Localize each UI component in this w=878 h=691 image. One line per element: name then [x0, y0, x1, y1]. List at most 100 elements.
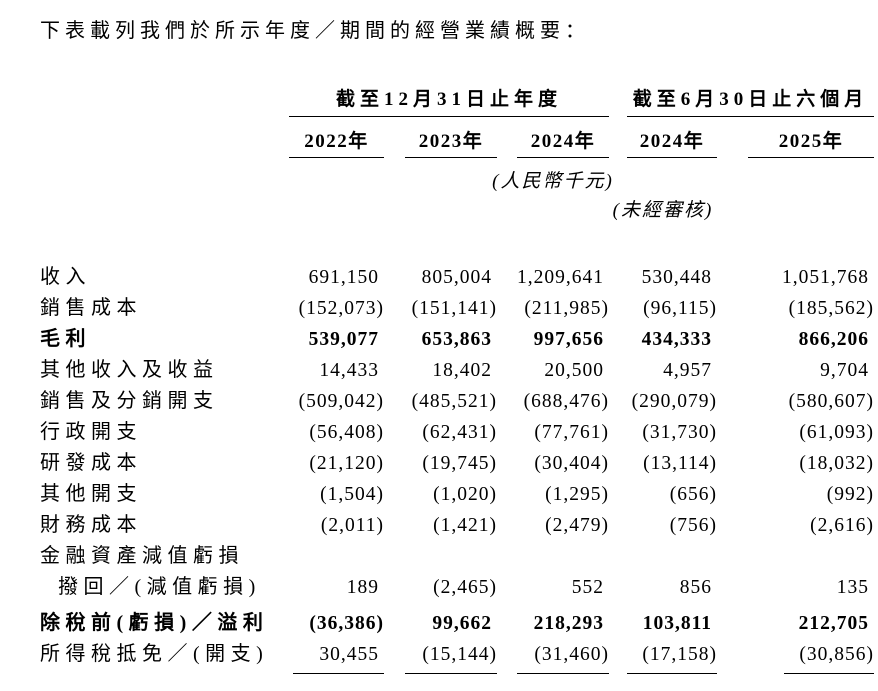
- value-fy2023: 18,402: [432, 360, 492, 381]
- row-label: 金融資產減值虧損: [40, 545, 244, 567]
- value-fy2022: (2,011): [320, 515, 384, 536]
- table-row: 其他收入及收益 14,433 18,402 20,500 4,957 9,704: [40, 355, 874, 386]
- value-fy2023: (151,141): [411, 298, 497, 319]
- label-column-spacer: [40, 117, 289, 158]
- table-row: 研發成本 (21,120) (19,745) (30,404) (13,114)…: [40, 448, 874, 479]
- value-h1-2025: (185,562): [788, 298, 874, 319]
- value-fy2022: (21,120): [309, 453, 384, 474]
- value-fy2022: 539,077: [308, 329, 379, 350]
- row-label: 除稅前(虧損)／溢利: [40, 612, 269, 634]
- row-label: 所得稅抵免／(開支): [40, 643, 269, 665]
- value-fy2023: (1,421): [433, 515, 497, 536]
- value-h1-2024: [609, 541, 717, 572]
- value-h1-2025: 135: [836, 577, 869, 598]
- audit-note-row: (未經審核): [40, 199, 874, 223]
- year-header-fy2022: 2022年: [289, 117, 384, 158]
- year-header-h1-2025: 2025年: [717, 117, 874, 158]
- value-fy2024: (1,295): [545, 484, 609, 505]
- value-fy2023: (19,745): [422, 453, 497, 474]
- unit-note: (人民幣千元): [492, 171, 614, 192]
- table-row: 其他開支 (1,504) (1,020) (1,295) (656) (992): [40, 479, 874, 510]
- value-fy2023: (15,144): [422, 644, 497, 665]
- value-fy2024: (688,476): [523, 391, 609, 412]
- value-fy2022: 30,455: [319, 644, 379, 665]
- audit-note: (未經審核): [612, 200, 714, 221]
- value-h1-2024: (31,730): [642, 422, 717, 443]
- table-row: 收入 691,150 805,004 1,209,641 530,448 1,0…: [40, 262, 874, 293]
- column-group-annual: 截至12月31日止年度: [289, 84, 609, 117]
- value-h1-2024: (13,114): [643, 453, 717, 474]
- value-fy2023: 99,662: [432, 613, 492, 634]
- value-fy2023: (1,020): [433, 484, 497, 505]
- row-label: 財務成本: [40, 514, 142, 536]
- value-h1-2024: 856: [679, 577, 712, 598]
- value-fy2023: 805,004: [421, 267, 492, 288]
- table-row: 行政開支 (56,408) (62,431) (77,761) (31,730)…: [40, 417, 874, 448]
- value-h1-2024: (96,115): [643, 298, 717, 319]
- intro-text: 下表載列我們於所示年度／期間的經營業績概要：: [40, 20, 590, 42]
- row-label: 撥回／(減值虧損): [58, 576, 261, 598]
- table-row: 除稅前(虧損)／溢利 (36,386) 99,662 218,293 103,8…: [40, 608, 874, 639]
- value-h1-2024: 434,333: [641, 329, 712, 350]
- value-fy2024: 1,209,641: [517, 267, 604, 288]
- value-fy2023: (62,431): [422, 422, 497, 443]
- value-fy2024: 997,656: [533, 329, 604, 350]
- value-fy2024: (211,985): [524, 298, 609, 319]
- row-label: 行政開支: [40, 421, 142, 443]
- row-label: 其他開支: [40, 483, 142, 505]
- value-fy2022: 14,433: [319, 360, 379, 381]
- row-label: 收入: [40, 266, 91, 288]
- label-column-spacer: [40, 84, 289, 117]
- value-h1-2024: (656): [669, 484, 717, 505]
- row-label: 銷售成本: [40, 297, 142, 319]
- value-h1-2025: 866,206: [798, 329, 869, 350]
- row-label: 研發成本: [40, 452, 142, 474]
- column-group-interim-label: 截至6月30日止六個月: [627, 84, 874, 117]
- value-fy2024: 218,293: [533, 613, 604, 634]
- value-fy2022: (1,504): [320, 484, 384, 505]
- value-fy2024: 20,500: [544, 360, 604, 381]
- table-row: 金融資產減值虧損: [40, 541, 874, 572]
- value-fy2024: 552: [571, 577, 604, 598]
- year-header-h1-2024: 2024年: [609, 117, 717, 158]
- table-row: 財務成本 (2,011) (1,421) (2,479) (756) (2,61…: [40, 510, 874, 541]
- value-fy2024: (2,479): [545, 515, 609, 536]
- row-label: 毛利: [40, 328, 91, 350]
- column-group-interim: 截至6月30日止六個月: [609, 84, 874, 117]
- value-h1-2025: (580,607): [788, 391, 874, 412]
- sum-rule-fy2023: [384, 673, 497, 675]
- table-row: 撥回／(減值虧損) 189 (2,465) 552 856 135: [40, 572, 874, 603]
- year-header-row: 2022年 2023年 2024年 2024年 2025年: [40, 117, 874, 158]
- row-label: 銷售及分銷開支: [40, 390, 219, 412]
- column-group-header-row: 截至12月31日止年度 截至6月30日止六個月: [40, 84, 874, 117]
- value-fy2023: (2,465): [433, 577, 497, 598]
- sum-rule-h1-2024: [609, 673, 717, 675]
- value-fy2022: 189: [346, 577, 379, 598]
- label-column-spacer: [40, 673, 289, 675]
- sum-rule-fy2024: [497, 673, 609, 675]
- value-h1-2025: 9,704: [820, 360, 869, 381]
- year-header-fy2023: 2023年: [384, 117, 497, 158]
- value-h1-2025: (61,093): [799, 422, 874, 443]
- value-fy2023: [384, 541, 497, 572]
- table-row: 銷售成本 (152,073) (151,141) (211,985) (96,1…: [40, 293, 874, 324]
- table-row: 銷售及分銷開支 (509,042) (485,521) (688,476) (2…: [40, 386, 874, 417]
- value-fy2022: (152,073): [298, 298, 384, 319]
- value-h1-2025: 1,051,768: [782, 267, 869, 288]
- value-h1-2025: (30,856): [799, 644, 874, 665]
- sum-rule-fy2022: [289, 673, 384, 675]
- value-h1-2024: (17,158): [642, 644, 717, 665]
- table-row: 毛利 539,077 653,863 997,656 434,333 866,2…: [40, 324, 874, 355]
- value-h1-2025: (18,032): [799, 453, 874, 474]
- value-fy2023: 653,863: [421, 329, 492, 350]
- sum-rule-row: [40, 673, 874, 675]
- value-h1-2025: (992): [826, 484, 874, 505]
- sum-rule-h1-2025: [717, 673, 874, 675]
- value-fy2024: (30,404): [534, 453, 609, 474]
- value-h1-2025: 212,705: [798, 613, 869, 634]
- value-fy2024: (31,460): [534, 644, 609, 665]
- value-h1-2025: [717, 541, 874, 572]
- value-h1-2025: (2,616): [810, 515, 874, 536]
- value-fy2022: 691,150: [308, 267, 379, 288]
